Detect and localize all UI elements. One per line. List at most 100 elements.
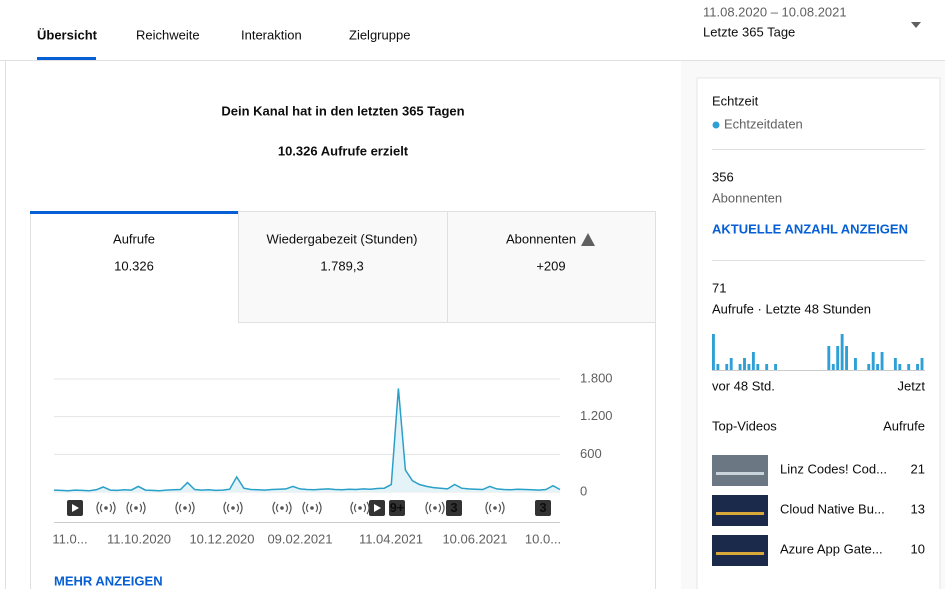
- live-icon-waves: [350, 501, 370, 515]
- thumbnail-strip: [716, 472, 764, 475]
- headline: Dein Kanal hat in den letzten 365 Tagen: [221, 103, 464, 118]
- live-icon-waves: [272, 501, 292, 515]
- live-icon-waves: [126, 501, 146, 515]
- bar: [751, 352, 755, 370]
- metric-tab[interactable]: [238, 211, 448, 323]
- thumbnail-strip: [716, 552, 764, 555]
- bar: [880, 352, 884, 370]
- bar: [898, 364, 902, 370]
- nav-tab[interactable]: Übersicht: [37, 27, 98, 42]
- live-icon-dot[interactable]: [231, 506, 235, 510]
- bars-end-label: Jetzt: [898, 378, 926, 393]
- live-dot: [712, 121, 720, 129]
- bar: [738, 364, 742, 370]
- y-tick-label: 600: [580, 446, 602, 461]
- bar: [893, 358, 897, 370]
- metric-tab[interactable]: [447, 211, 656, 323]
- realtime-title: Echtzeit: [712, 93, 759, 108]
- live-icon-dot[interactable]: [183, 506, 187, 510]
- event-badge[interactable]: [535, 500, 551, 516]
- video-thumbnail[interactable]: [712, 535, 768, 566]
- date-range-dates: 11.08.2020 – 10.08.2021: [703, 4, 847, 19]
- live-icon-waves: [223, 501, 243, 515]
- video-thumbnail[interactable]: [712, 495, 768, 526]
- bar: [743, 358, 746, 370]
- live-icon-waves: [96, 501, 116, 515]
- live-icon-waves: [175, 501, 195, 515]
- video-views: 21: [911, 461, 925, 476]
- bars-start-label: vor 48 Std.: [712, 378, 775, 393]
- video-thumbnail[interactable]: [712, 455, 768, 486]
- x-tick-label: 10.06.2021: [442, 531, 507, 546]
- live-icon-dot[interactable]: [104, 506, 108, 510]
- x-tick-label: 10.0...: [525, 531, 561, 546]
- dropdown-arrow[interactable]: [911, 22, 921, 28]
- bar: [867, 364, 871, 370]
- subscriber-count: 356: [712, 169, 734, 184]
- views-count: 71: [712, 280, 726, 295]
- bar: [840, 334, 844, 370]
- nav-tab[interactable]: Zielgruppe: [349, 27, 410, 42]
- top-videos-header: Top-Videos: [712, 418, 777, 433]
- live-icon-dot[interactable]: [358, 506, 362, 510]
- live-icon-waves: [485, 501, 505, 515]
- x-tick-label: 10.12.2020: [189, 531, 254, 546]
- event-badge[interactable]: [389, 500, 405, 516]
- bar: [836, 346, 840, 370]
- metric-label: Wiedergabezeit (Stunden): [266, 231, 417, 246]
- bar: [876, 364, 880, 370]
- x-tick-label: 09.02.2021: [267, 531, 332, 546]
- y-tick-label: 0: [580, 483, 587, 498]
- realtime-subtitle: Echtzeitdaten: [724, 116, 803, 131]
- bar: [854, 358, 857, 370]
- bar: [871, 352, 875, 370]
- top-videos-metric: Aufrufe: [883, 418, 925, 433]
- bar: [845, 346, 849, 370]
- live-icon-dot[interactable]: [134, 506, 138, 510]
- video-title[interactable]: Cloud Native Bu...: [780, 501, 885, 516]
- active-tab-underline: [37, 57, 96, 60]
- y-tick-label: 1.800: [580, 370, 613, 385]
- event-badge-label: 3: [450, 500, 457, 515]
- metric-label: Abonnenten: [506, 231, 576, 246]
- bar: [756, 364, 760, 370]
- x-tick-label: 11.0...: [52, 531, 87, 546]
- subscriber-link[interactable]: AKTUELLE ANZAHL ANZEIGEN: [712, 221, 908, 236]
- line-series: [53, 388, 561, 492]
- video-views: 10: [911, 541, 925, 556]
- bar: [747, 364, 751, 370]
- thumbnail-strip: [716, 512, 764, 515]
- bar: [774, 364, 778, 370]
- live-icon-waves: [302, 501, 322, 515]
- bar: [907, 364, 911, 370]
- active-metric-bar: [30, 211, 238, 214]
- live-icon-dot[interactable]: [280, 506, 284, 510]
- play-glyph: [72, 504, 79, 512]
- views-label: Aufrufe · Letzte 48 Stunden: [712, 301, 871, 316]
- bar: [729, 358, 733, 370]
- bar: [716, 364, 720, 370]
- date-range-label[interactable]: Letzte 365 Tage: [703, 24, 795, 39]
- event-badge[interactable]: [446, 500, 462, 516]
- more-link[interactable]: MEHR ANZEIGEN: [54, 573, 163, 588]
- video-views: 13: [911, 501, 925, 516]
- metric-value: 10.326: [114, 258, 154, 273]
- live-icon-dot[interactable]: [493, 506, 497, 510]
- subscriber-label: Abonnenten: [712, 190, 782, 205]
- video-title[interactable]: Azure App Gate...: [780, 541, 883, 556]
- live-icon-dot[interactable]: [310, 506, 314, 510]
- event-badge-label: 3: [539, 500, 546, 515]
- nav-tab[interactable]: Interaktion: [241, 27, 302, 42]
- bar: [827, 346, 831, 370]
- video-title[interactable]: Linz Codes! Cod...: [780, 461, 887, 476]
- headline: 10.326 Aufrufe erzielt: [278, 143, 409, 158]
- bar: [765, 364, 769, 370]
- warning-icon: [581, 233, 595, 246]
- live-icon-dot[interactable]: [433, 506, 437, 510]
- nav-tab[interactable]: Reichweite: [136, 27, 200, 42]
- play-glyph: [374, 504, 381, 512]
- bar: [831, 364, 835, 370]
- metric-value: +209: [536, 258, 565, 273]
- x-tick-label: 11.10.2020: [107, 531, 171, 546]
